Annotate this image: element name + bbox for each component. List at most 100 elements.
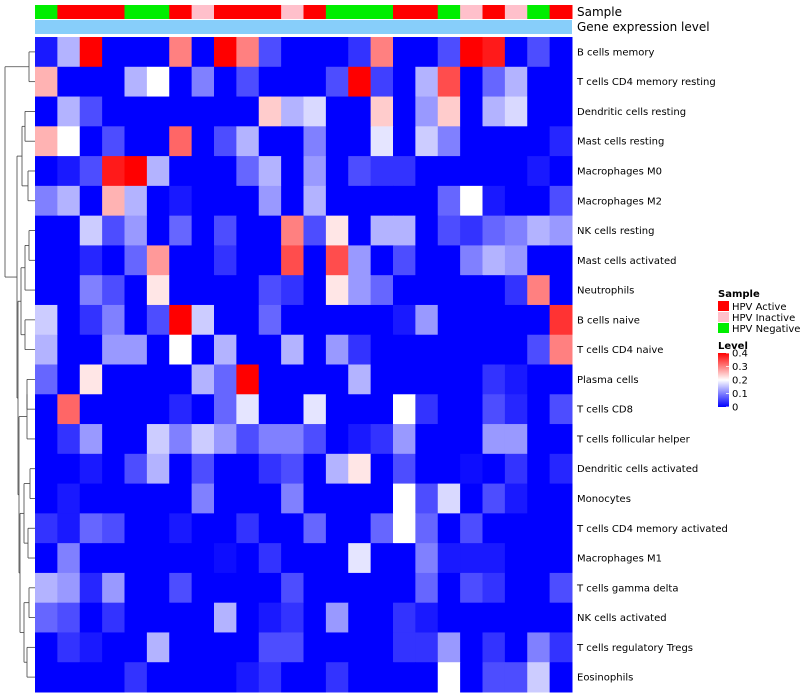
heatmap-cell bbox=[146, 572, 170, 604]
heatmap-cell bbox=[79, 66, 103, 98]
heatmap-cell bbox=[191, 394, 215, 425]
heatmap-cell bbox=[102, 185, 125, 217]
heatmap-cell bbox=[437, 602, 461, 633]
heatmap-cell bbox=[35, 543, 58, 574]
heatmap-cell bbox=[348, 275, 372, 306]
heatmap-cell bbox=[191, 424, 215, 455]
heatmap-cell bbox=[79, 96, 103, 127]
heatmap-cell bbox=[393, 304, 416, 336]
heatmap-cell bbox=[460, 66, 483, 98]
heatmap-cell bbox=[191, 96, 215, 127]
heatmap-cell bbox=[549, 483, 573, 514]
heatmap-cell bbox=[437, 424, 461, 455]
heatmap-cell bbox=[348, 602, 372, 633]
heatmap-cell bbox=[102, 245, 125, 276]
heatmap-cell bbox=[437, 483, 461, 514]
row-label: B cells naive bbox=[577, 315, 640, 326]
heatmap-cell bbox=[169, 96, 193, 127]
heatmap-cell bbox=[102, 453, 125, 485]
heatmap-cell bbox=[281, 364, 304, 395]
sample-track-cell bbox=[236, 5, 260, 19]
heatmap-cell bbox=[370, 662, 394, 693]
heatmap-cell bbox=[437, 394, 461, 425]
heatmap-cell bbox=[258, 394, 282, 425]
heatmap-cell bbox=[79, 513, 103, 544]
sample-legend-swatch bbox=[718, 301, 729, 311]
heatmap-cell bbox=[504, 662, 528, 693]
heatmap-cell bbox=[281, 543, 304, 574]
row-label: T cells CD4 memory activated bbox=[576, 524, 728, 535]
heatmap-cell bbox=[393, 483, 416, 514]
heatmap-cell bbox=[258, 453, 282, 485]
heatmap-cell bbox=[482, 96, 506, 127]
heatmap-cell bbox=[102, 37, 125, 68]
sample-annotation-track bbox=[35, 5, 573, 19]
heatmap-cell bbox=[437, 126, 461, 157]
heatmap-cell bbox=[146, 304, 170, 336]
heatmap-cell bbox=[303, 245, 327, 276]
heatmap-cell bbox=[102, 364, 125, 395]
heatmap-cell bbox=[370, 483, 394, 514]
heatmap-cell bbox=[236, 453, 260, 485]
heatmap-cell bbox=[124, 543, 148, 574]
heatmap-cell bbox=[527, 513, 551, 544]
heatmap-cell bbox=[348, 334, 372, 365]
heatmap-cell bbox=[214, 453, 237, 485]
heatmap-cell bbox=[415, 424, 439, 455]
heatmap-cell bbox=[57, 513, 81, 544]
heatmap-cell bbox=[348, 424, 372, 455]
heatmap-cell bbox=[549, 513, 573, 544]
level-legend: Level 0.4 0.3 0.2 0.1 0 bbox=[718, 341, 748, 414]
heatmap-cell bbox=[57, 483, 81, 514]
heatmap-cell bbox=[348, 483, 372, 514]
heatmap-cell bbox=[236, 275, 260, 306]
heatmap-cell bbox=[549, 543, 573, 574]
heatmap-cell bbox=[79, 424, 103, 455]
heatmap-cell bbox=[348, 156, 372, 187]
heatmap-cell bbox=[35, 483, 58, 514]
heatmap-cell bbox=[303, 215, 327, 246]
heatmap-cell bbox=[527, 424, 551, 455]
heatmap-cell bbox=[437, 334, 461, 365]
level-legend-tick-label: 0.3 bbox=[732, 362, 748, 373]
heatmap-cell bbox=[370, 632, 394, 663]
sample-track-cell bbox=[504, 5, 528, 19]
heatmap-cell bbox=[460, 602, 483, 633]
heatmap-cell bbox=[325, 126, 349, 157]
heatmap-cell bbox=[169, 245, 193, 276]
heatmap-cell bbox=[325, 304, 349, 336]
row-label: Macrophages M2 bbox=[577, 196, 662, 207]
heatmap-cell bbox=[482, 632, 506, 663]
heatmap-cell bbox=[124, 304, 148, 336]
heatmap-cell bbox=[482, 245, 506, 276]
heatmap-cell bbox=[504, 424, 528, 455]
heatmap-cell bbox=[370, 96, 394, 127]
heatmap-cell bbox=[415, 572, 439, 604]
heatmap-cell bbox=[437, 156, 461, 187]
heatmap-cell bbox=[214, 483, 237, 514]
heatmap-cell bbox=[460, 662, 483, 693]
heatmap-cell bbox=[35, 96, 58, 127]
heatmap-cell bbox=[504, 215, 528, 246]
sample-track-cell bbox=[102, 5, 125, 19]
heatmap-cell bbox=[169, 453, 193, 485]
heatmap-cell bbox=[303, 483, 327, 514]
heatmap-cell bbox=[146, 126, 170, 157]
heatmap-cell bbox=[281, 453, 304, 485]
heatmap-cell bbox=[191, 304, 215, 336]
heatmap-cell bbox=[325, 275, 349, 306]
heatmap-cell bbox=[549, 572, 573, 604]
heatmap-cell bbox=[437, 275, 461, 306]
row-dendrogram bbox=[4, 51, 35, 678]
heatmap-cell bbox=[258, 66, 282, 98]
heatmap-cell bbox=[35, 37, 58, 68]
row-label: Macrophages M1 bbox=[577, 554, 662, 565]
heatmap-cell bbox=[504, 66, 528, 98]
heatmap-cell bbox=[549, 453, 573, 485]
heatmap-cell bbox=[303, 453, 327, 485]
heatmap-cell bbox=[370, 543, 394, 574]
row-label: Monocytes bbox=[577, 494, 631, 505]
heatmap-cell bbox=[325, 424, 349, 455]
heatmap-cell bbox=[281, 66, 304, 98]
